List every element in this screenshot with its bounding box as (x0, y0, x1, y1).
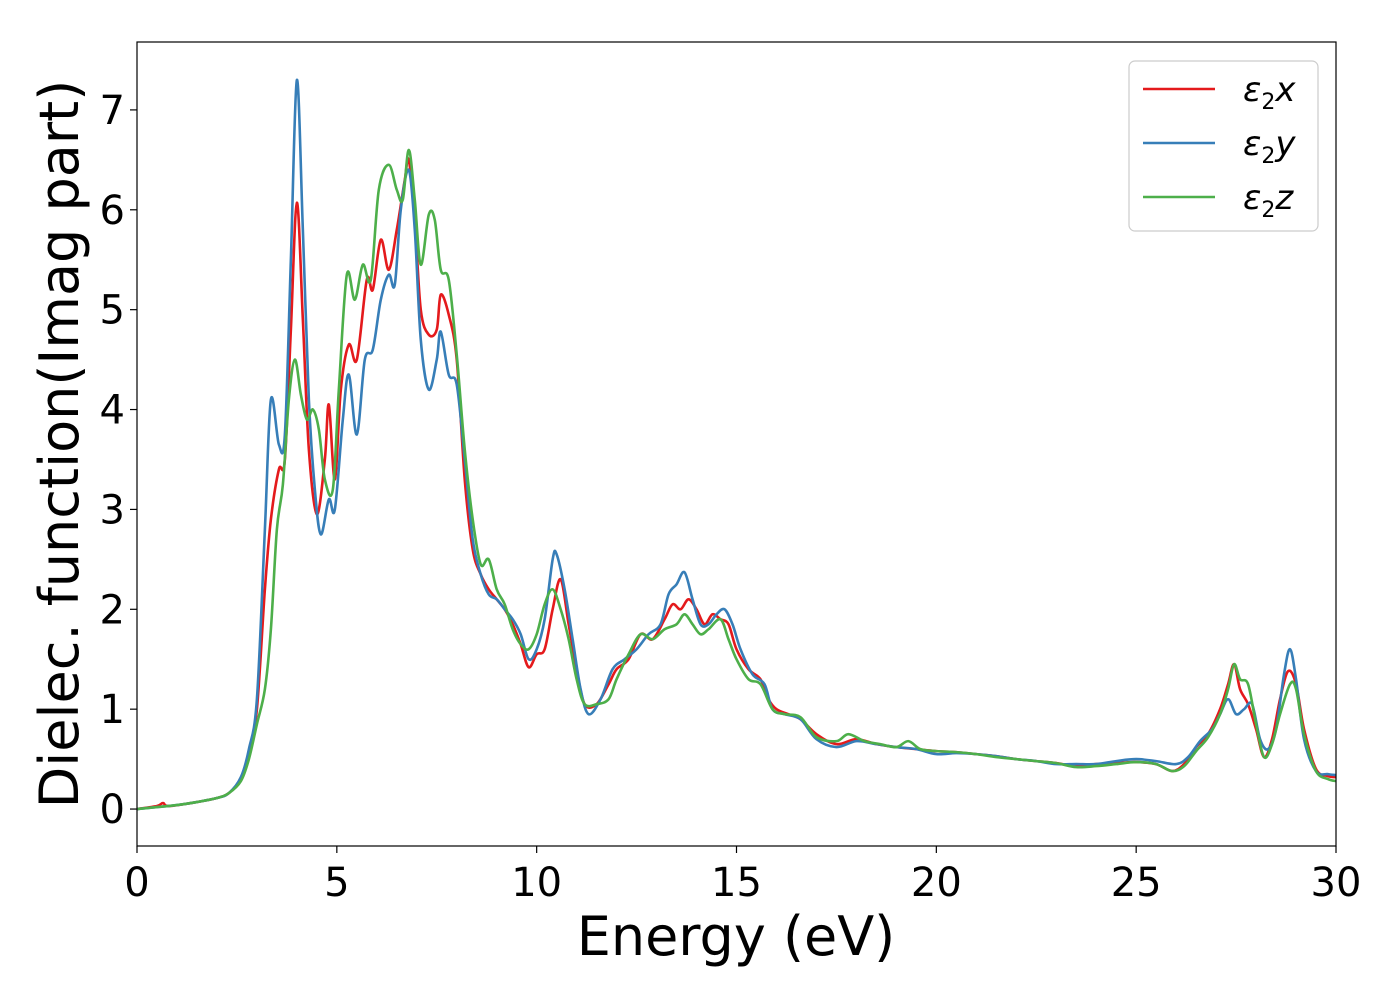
y-tick-label: 7 (100, 88, 125, 134)
y-tick-label: 5 (100, 288, 125, 334)
x-tick-label: 5 (324, 860, 349, 906)
legend-entries: ε2x ε2y ε2z (1143, 70, 1296, 223)
legend-label-y: ε2y (1243, 124, 1296, 169)
y-tick-label: 4 (100, 388, 125, 434)
y-tick-label: 6 (100, 188, 125, 234)
y-tick-label: 0 (100, 787, 125, 833)
series-layer (137, 78, 1336, 811)
legend-box (1128, 60, 1319, 232)
y-axis-ticks: 0 1 2 3 4 5 6 7 (100, 88, 137, 833)
x-tick-label: 25 (1111, 860, 1162, 906)
legend: ε2x ε2y ε2z (1128, 60, 1319, 232)
series-line-z (137, 148, 1336, 811)
x-tick-label: 0 (124, 860, 149, 906)
series-line-y (137, 78, 1336, 811)
x-axis-ticks: 0 5 10 15 20 25 30 (124, 846, 1361, 906)
y-axis-label: Dielec. function(Imag part) (28, 80, 91, 809)
y-tick-label: 2 (100, 587, 125, 633)
x-tick-label: 30 (1311, 860, 1362, 906)
x-tick-label: 10 (511, 860, 562, 906)
legend-label-x: ε2x (1243, 70, 1296, 115)
x-tick-label: 20 (911, 860, 962, 906)
x-axis-label: Energy (eV) (577, 905, 896, 968)
legend-label-z: ε2z (1243, 178, 1294, 223)
plot-frame (136, 41, 1337, 847)
y-tick-label: 3 (100, 487, 125, 533)
x-tick-label: 15 (711, 860, 762, 906)
y-tick-label: 1 (100, 687, 125, 733)
